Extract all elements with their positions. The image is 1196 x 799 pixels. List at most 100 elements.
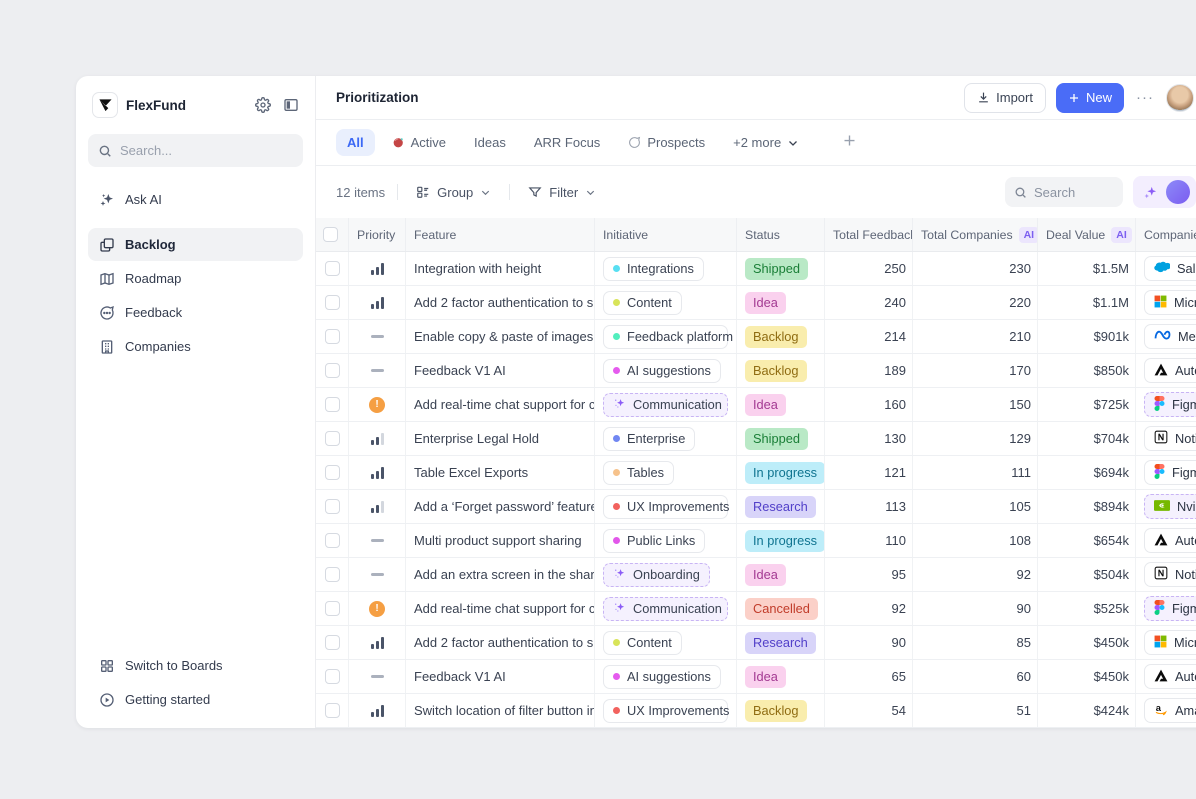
company-pill[interactable]: Notion — [1144, 562, 1196, 587]
initiative-pill[interactable]: Feedback platform — [603, 324, 733, 349]
table-row[interactable]: Add 2 factor authentication to sign... Co… — [316, 626, 1196, 660]
table-row[interactable]: Add 2 factor authentication to sign... Co… — [316, 286, 1196, 320]
status-badge[interactable]: Idea — [745, 563, 786, 586]
column-label: Priority — [357, 227, 396, 242]
company-pill[interactable]: Autodesk — [1144, 664, 1196, 689]
table-row[interactable]: ! Add real-time chat support for cust... C… — [316, 592, 1196, 626]
row-checkbox[interactable] — [324, 431, 340, 446]
status-badge[interactable]: Research — [745, 495, 816, 518]
tab-ideas[interactable]: Ideas — [463, 129, 517, 156]
status-badge[interactable]: Cancelled — [745, 597, 818, 620]
tab-arr-focus[interactable]: ARR Focus — [523, 129, 611, 156]
settings-gear-icon[interactable] — [255, 97, 271, 113]
row-checkbox[interactable] — [324, 703, 340, 718]
row-checkbox[interactable] — [324, 601, 340, 616]
company-pill[interactable]: Nvidea — [1144, 494, 1196, 519]
initiative-pill[interactable]: AI suggestions — [603, 664, 721, 689]
initiative-pill[interactable]: Tables — [603, 460, 674, 485]
company-pill[interactable]: Figma — [1144, 596, 1196, 621]
table-row[interactable]: Add a ‘Forget password’ feature for... UX… — [316, 490, 1196, 524]
table-search-input[interactable]: Search — [1005, 177, 1123, 207]
company-pill[interactable]: Microsoft — [1144, 290, 1196, 315]
row-checkbox[interactable] — [324, 567, 340, 582]
company-pill[interactable]: Meta — [1144, 324, 1196, 349]
status-badge[interactable]: Backlog — [745, 325, 807, 348]
row-checkbox[interactable] — [324, 499, 340, 514]
company-pill[interactable]: Microsoft — [1144, 630, 1196, 655]
initiative-pill[interactable]: Communication — [603, 596, 728, 621]
initiative-pill[interactable]: Integrations — [603, 256, 704, 281]
sidebar-item-getting-started[interactable]: Getting started — [88, 683, 303, 716]
sidebar-item-ask-ai[interactable]: Ask AI — [88, 183, 303, 216]
status-badge[interactable]: Backlog — [745, 359, 807, 382]
status-badge[interactable]: Shipped — [745, 427, 808, 450]
row-checkbox[interactable] — [324, 363, 340, 378]
new-button[interactable]: New — [1055, 82, 1124, 113]
initiative-pill[interactable]: UX Improvements — [603, 494, 729, 519]
tab-active[interactable]: Active — [381, 129, 457, 156]
ai-assistant-button[interactable] — [1133, 176, 1196, 208]
more-options-button[interactable]: ··· — [1136, 89, 1154, 106]
status-badge[interactable]: In progress — [745, 529, 824, 552]
row-checkbox[interactable] — [324, 465, 340, 480]
status-badge[interactable]: Backlog — [745, 699, 807, 722]
sidebar-search-input[interactable]: Search... — [88, 134, 303, 167]
sidebar-item-backlog[interactable]: Backlog — [88, 228, 303, 261]
sidebar-item-roadmap[interactable]: Roadmap — [88, 262, 303, 295]
table-row[interactable]: Switch location of filter button in ne..… — [316, 694, 1196, 728]
company-pill[interactable]: Salesforce — [1144, 256, 1196, 281]
initiative-pill[interactable]: Enterprise — [603, 426, 696, 451]
group-button[interactable]: Group — [410, 181, 497, 204]
table-row[interactable]: Enable copy & paste of images Feedback pl… — [316, 320, 1196, 354]
status-badge[interactable]: In progress — [745, 461, 824, 484]
row-checkbox[interactable] — [324, 329, 340, 344]
sidebar-item-feedback[interactable]: Feedback — [88, 296, 303, 329]
company-pill[interactable]: Autodesk — [1144, 528, 1196, 553]
table-row[interactable]: Table Excel Exports Tables In progress 121 1… — [316, 456, 1196, 490]
row-checkbox[interactable] — [324, 669, 340, 684]
table-row[interactable]: Feedback V1 AI AI suggestions Backlog 189 17… — [316, 354, 1196, 388]
initiative-label: UX Improvements — [627, 703, 730, 718]
initiative-pill[interactable]: Communication — [603, 392, 728, 417]
initiative-pill[interactable]: Content — [603, 290, 682, 315]
row-checkbox[interactable] — [324, 533, 340, 548]
initiative-pill[interactable]: Onboarding — [603, 562, 710, 587]
user-avatar[interactable] — [1166, 83, 1194, 112]
initiative-pill[interactable]: Content — [603, 630, 682, 655]
add-view-button[interactable] — [842, 133, 857, 153]
company-pill[interactable]: a Amazon — [1144, 698, 1196, 723]
status-badge[interactable]: Idea — [745, 393, 786, 416]
status-badge[interactable]: Idea — [745, 665, 786, 688]
priority-none-icon — [370, 675, 384, 678]
sidebar-item-companies[interactable]: Companies — [88, 330, 303, 363]
status-badge[interactable]: Research — [745, 631, 816, 654]
import-button[interactable]: Import — [964, 82, 1046, 113]
sidebar-item-switch-to-boards[interactable]: Switch to Boards — [88, 649, 303, 682]
initiative-pill[interactable]: AI suggestions — [603, 358, 721, 383]
table-row[interactable]: Enterprise Legal Hold Enterprise Shipped 13… — [316, 422, 1196, 456]
table-row[interactable]: ! Add real-time chat support for cust... C… — [316, 388, 1196, 422]
table-row[interactable]: Add an extra screen in the share pa... On… — [316, 558, 1196, 592]
status-badge[interactable]: Idea — [745, 291, 786, 314]
select-all-checkbox[interactable] — [322, 227, 338, 242]
company-pill[interactable]: Figma — [1144, 460, 1196, 485]
row-checkbox[interactable] — [324, 397, 340, 412]
status-badge[interactable]: Shipped — [745, 257, 808, 280]
initiative-pill[interactable]: Public Links — [603, 528, 706, 553]
row-checkbox[interactable] — [324, 635, 340, 650]
table-row[interactable]: Feedback V1 AI AI suggestions Idea 65 60 $450… — [316, 660, 1196, 694]
filter-button[interactable]: Filter — [522, 181, 602, 204]
collapse-sidebar-icon[interactable] — [283, 97, 299, 113]
company-pill[interactable]: Notion — [1144, 426, 1196, 451]
tab--2-more[interactable]: +2 more — [722, 129, 810, 156]
company-pill[interactable]: Figma — [1144, 392, 1196, 417]
row-checkbox[interactable] — [324, 261, 340, 276]
tab-all[interactable]: All — [336, 129, 375, 156]
company-pill[interactable]: Autodesk — [1144, 358, 1196, 383]
initiative-pill[interactable]: UX Improvements — [603, 698, 730, 723]
table-row[interactable]: Multi product support sharing Public Link… — [316, 524, 1196, 558]
svg-text:a: a — [1156, 703, 1162, 713]
table-row[interactable]: Integration with height Integrations Shipp… — [316, 252, 1196, 286]
tab-prospects[interactable]: Prospects — [617, 129, 716, 156]
row-checkbox[interactable] — [324, 295, 340, 310]
